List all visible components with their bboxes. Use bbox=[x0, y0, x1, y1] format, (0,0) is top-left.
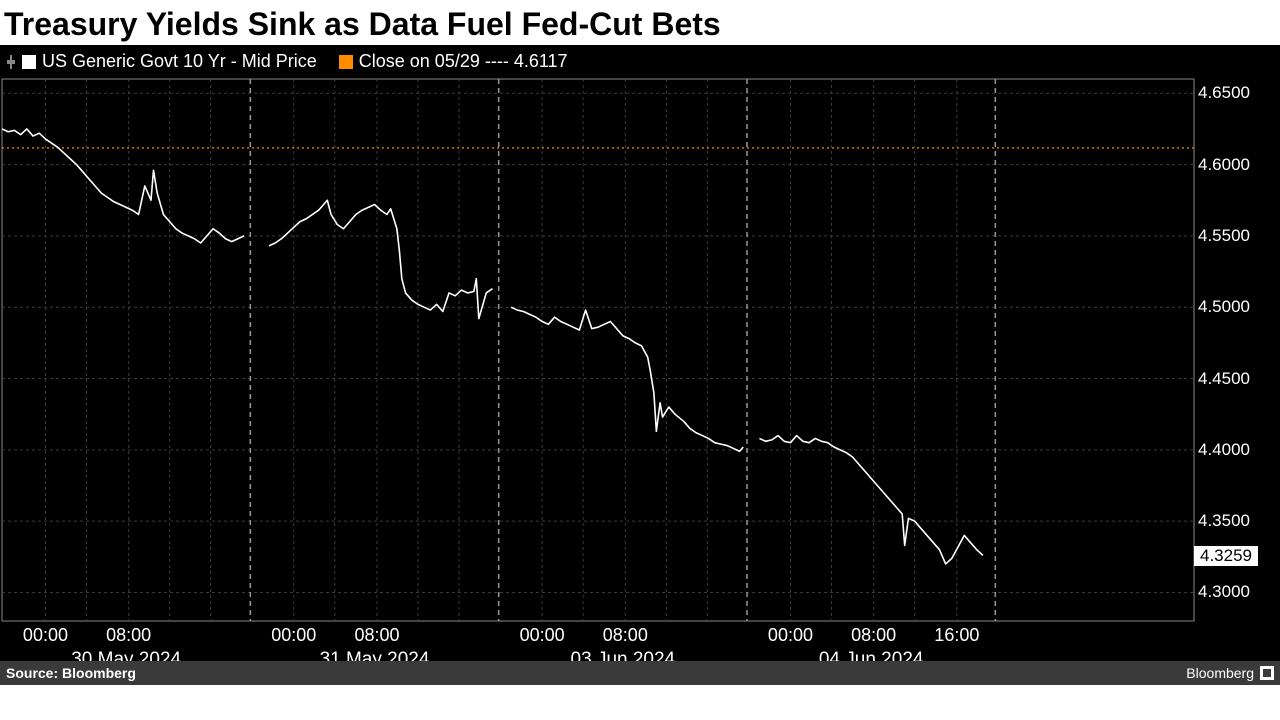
x-hour-label: 00:00 bbox=[23, 625, 68, 646]
chart-footer: Source: Bloomberg Bloomberg bbox=[0, 661, 1280, 685]
x-hour-label: 08:00 bbox=[851, 625, 896, 646]
brand-label: Bloomberg bbox=[1186, 665, 1274, 681]
brand-text: Bloomberg bbox=[1186, 665, 1254, 681]
x-hour-label: 00:00 bbox=[271, 625, 316, 646]
y-tick-label: 4.4500 bbox=[1198, 369, 1250, 389]
x-hour-label: 08:00 bbox=[603, 625, 648, 646]
y-tick-label: 4.5500 bbox=[1198, 226, 1250, 246]
y-tick-label: 4.3500 bbox=[1198, 511, 1250, 531]
source-label: Source: Bloomberg bbox=[6, 665, 136, 681]
x-hour-label: 00:00 bbox=[520, 625, 565, 646]
y-tick-label: 4.6000 bbox=[1198, 155, 1250, 175]
chart-plot bbox=[0, 45, 1280, 685]
chart-container: US Generic Govt 10 Yr - Mid Price Close … bbox=[0, 45, 1280, 685]
bloomberg-icon bbox=[1260, 666, 1274, 680]
y-tick-label: 4.4000 bbox=[1198, 440, 1250, 460]
chart-title: Treasury Yields Sink as Data Fuel Fed-Cu… bbox=[0, 0, 1280, 45]
x-hour-label: 00:00 bbox=[768, 625, 813, 646]
x-hour-label: 08:00 bbox=[106, 625, 151, 646]
y-tick-label: 4.3000 bbox=[1198, 582, 1250, 602]
x-hour-label: 08:00 bbox=[354, 625, 399, 646]
last-value-callout: 4.3259 bbox=[1194, 546, 1258, 566]
x-hour-label: 16:00 bbox=[934, 625, 979, 646]
y-tick-label: 4.5000 bbox=[1198, 297, 1250, 317]
y-tick-label: 4.6500 bbox=[1198, 83, 1250, 103]
